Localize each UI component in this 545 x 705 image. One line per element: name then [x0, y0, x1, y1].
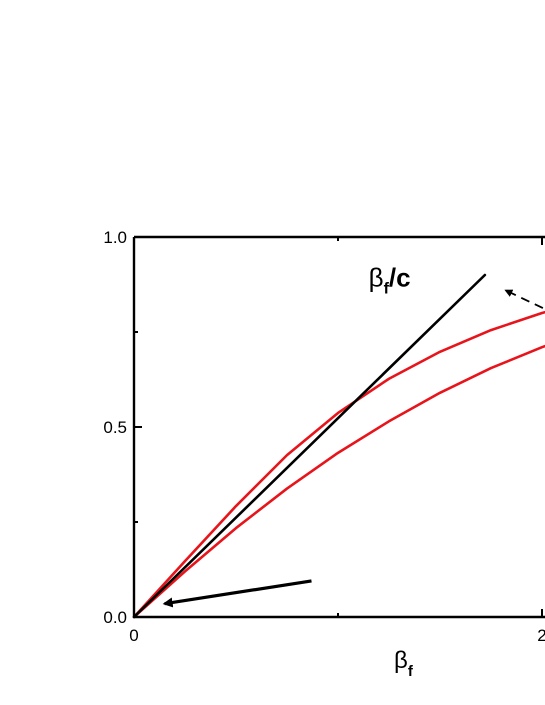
y-tick-label-1: 0.5	[103, 418, 127, 437]
series-line-3	[132, 273, 487, 619]
x-axis-label: βf	[394, 647, 414, 680]
annotation-layer: βf/cF	[162, 262, 545, 608]
y-tick-label-2: 1.0	[103, 228, 127, 247]
series-layer	[132, 273, 545, 619]
x-tick-label-0: 0	[129, 626, 138, 645]
annotation-arrow-dashed	[504, 289, 545, 311]
annotation-arrow-origin	[162, 579, 312, 608]
series-line-1	[132, 310, 545, 619]
y-tick-label-0: 0.0	[103, 608, 127, 627]
x-tick-label-1: 2	[537, 626, 545, 645]
annotation-slope-label: βf/c	[369, 262, 411, 297]
axes-layer: 0240.00.51.0βf	[103, 228, 545, 680]
series-line-2	[132, 344, 545, 619]
